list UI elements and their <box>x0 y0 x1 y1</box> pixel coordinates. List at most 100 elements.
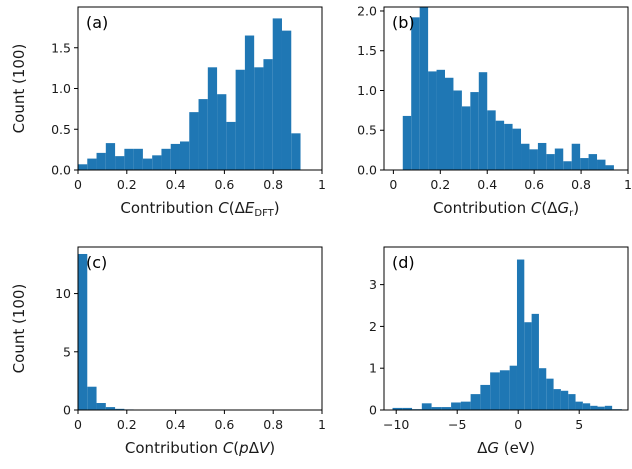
histogram-bar <box>105 407 116 410</box>
panel-label: (d) <box>392 253 415 272</box>
histogram-bar <box>553 389 561 410</box>
histogram-bar <box>445 77 454 170</box>
histogram-bar <box>96 152 106 170</box>
histogram-bar <box>597 159 606 170</box>
histogram-bar <box>105 143 116 170</box>
x-tick-label: 0.8 <box>263 177 283 192</box>
histogram-bar <box>604 405 613 410</box>
y-tick-label: 0.5 <box>51 122 71 137</box>
y-tick-label: 1.5 <box>51 40 71 55</box>
y-tick-label: 0 <box>63 403 71 418</box>
histogram-bar <box>161 148 171 170</box>
y-tick-label: 2.0 <box>357 3 377 18</box>
histogram-bar <box>78 253 88 410</box>
y-axis-label: Count (100) <box>10 44 28 134</box>
x-tick-label: 0.8 <box>263 417 283 432</box>
x-tick-label: 0.4 <box>477 177 497 192</box>
x-axis-label: Contribution C(pΔV) <box>125 439 275 457</box>
histogram-bar <box>451 402 461 410</box>
x-tick-label: 0.6 <box>214 177 234 192</box>
histogram-bar <box>470 394 481 410</box>
histogram-bar <box>516 259 525 410</box>
histogram-bar <box>115 156 125 170</box>
x-tick-label: 0.6 <box>524 177 544 192</box>
histogram-bar <box>560 390 569 410</box>
histogram-bar <box>291 133 301 170</box>
y-tick-label: 10 <box>55 286 71 301</box>
histogram-bar <box>531 313 539 410</box>
histogram-bar <box>546 378 554 410</box>
histogram-bar <box>478 72 488 170</box>
histogram-bar <box>470 92 479 170</box>
histogram-bar <box>152 155 162 170</box>
histogram-bar <box>554 148 564 170</box>
histogram-bar <box>263 59 273 170</box>
y-tick-label: 1.0 <box>51 81 71 96</box>
histogram-bar <box>441 407 452 410</box>
y-tick-label: 1.0 <box>357 83 377 98</box>
histogram-bar <box>509 365 517 410</box>
panel-label: (c) <box>86 253 107 272</box>
histogram-bar <box>170 143 180 170</box>
histogram-bar <box>490 372 500 410</box>
x-tick-label: 1 <box>318 417 326 432</box>
histogram-bar <box>537 142 547 170</box>
histogram-bar <box>226 121 236 170</box>
histogram-bar <box>436 69 445 170</box>
x-tick-label: 0.6 <box>214 417 234 432</box>
y-tick-label: 1 <box>369 361 377 376</box>
histogram-bar <box>142 158 153 170</box>
histogram-bar <box>575 401 583 410</box>
histogram-bar <box>254 67 264 170</box>
x-axis-label: Contribution C(ΔGr) <box>433 199 579 219</box>
histogram-bar <box>605 165 614 170</box>
histogram-bar <box>402 115 412 170</box>
y-tick-label: 0 <box>369 403 377 418</box>
x-tick-label: 0 <box>74 417 82 432</box>
histogram-bar <box>244 35 255 171</box>
histogram-bar <box>590 405 598 410</box>
panel-d: −10 −5 0 5 0 1 2 3 (d) ΔG (eV) <box>369 246 629 457</box>
y-tick-label: 5 <box>63 344 71 359</box>
x-tick-label: 0.4 <box>166 417 186 432</box>
axes-frame <box>77 246 323 411</box>
panel-b: 0 0.2 0.4 0.6 0.8 1 0.0 0.5 1.0 1.5 2.0 (b) Contribu… <box>357 3 632 219</box>
y-axis-label: Count (100) <box>10 284 28 374</box>
histogram-bar <box>546 154 555 170</box>
panel-label: (a) <box>86 13 108 32</box>
panel-a: 0 0.2 0.4 0.6 0.8 1 0.0 0.5 1.0 1.5 (a) Contributio… <box>10 6 326 219</box>
histogram-bar <box>87 158 97 170</box>
x-axis-label: ΔG (eV) <box>477 439 535 457</box>
x-tick-label: 0 <box>74 177 82 192</box>
y-tick-label: 0.0 <box>357 163 377 178</box>
histogram-bar <box>115 408 125 410</box>
axes-frame <box>383 246 629 411</box>
y-tick-label: 0.5 <box>357 123 377 138</box>
histogram-bar <box>392 407 403 410</box>
histogram-bar <box>504 123 513 170</box>
histogram-bar <box>571 143 581 170</box>
x-tick-label: 0 <box>514 417 522 432</box>
y-tick-label: 2 <box>369 319 377 334</box>
histogram-bar <box>217 94 227 170</box>
histogram-bar <box>499 370 510 410</box>
x-axis-label: Contribution C(ΔEDFT) <box>120 199 279 219</box>
histogram-bar <box>512 128 522 170</box>
histogram-bar <box>431 407 442 410</box>
histogram-bar <box>207 67 218 170</box>
histogram-bar <box>428 71 437 170</box>
panel-label: (b) <box>392 13 415 32</box>
x-tick-label: −10 <box>383 417 409 432</box>
histogram-bar <box>529 149 538 170</box>
histogram-bar <box>568 394 576 410</box>
x-tick-label: 1 <box>318 177 326 192</box>
histogram-bar <box>582 403 591 410</box>
histogram-bar <box>198 99 208 170</box>
x-tick-label: 0.2 <box>117 177 137 192</box>
x-tick-label: −5 <box>448 417 466 432</box>
histogram-bar <box>460 401 471 410</box>
histogram-bar <box>96 403 106 410</box>
histogram-bar <box>487 110 496 170</box>
